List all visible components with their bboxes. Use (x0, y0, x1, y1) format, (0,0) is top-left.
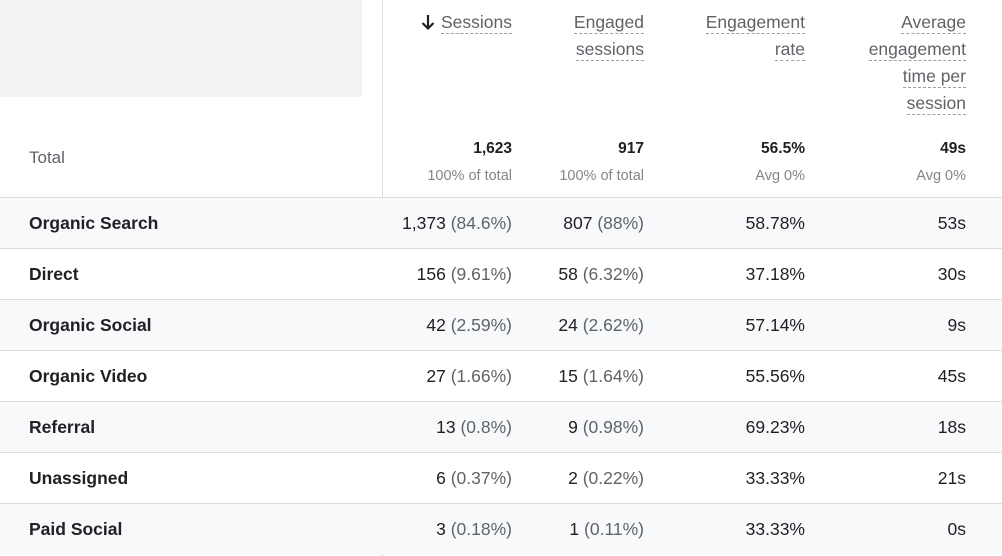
engagement-rate-header-line2[interactable]: rate (774, 39, 805, 61)
sessions-value: 13 (436, 417, 456, 437)
sessions-cell: 1,373 (84.6%) (402, 198, 512, 248)
channel-name: Organic Social (29, 315, 152, 335)
column-header-engagement-rate[interactable]: Engagement rate (705, 10, 805, 64)
sessions-value: 3 (436, 519, 446, 539)
engagement-rate-cell: 33.33% (745, 468, 805, 488)
engagement-rate-cell: 33.33% (745, 519, 805, 539)
engaged-sessions-header-line1[interactable]: Engaged (573, 12, 644, 34)
table-row[interactable]: Organic Video 27 (1.66%) 15 (1.64%) 55.5… (0, 350, 1002, 401)
engagement-rate-cell: 37.18% (745, 264, 805, 284)
table-row[interactable]: Organic Search 1,373 (84.6%) 807 (88%) 5… (0, 197, 1002, 248)
sessions-cell: 3 (0.18%) (436, 504, 512, 554)
engaged-value: 24 (558, 315, 578, 335)
channel-name: Direct (29, 264, 79, 284)
column-header-avg-engagement-time[interactable]: Average engagement time per session (868, 10, 966, 118)
sessions-percent: (2.59%) (450, 315, 512, 335)
total-engaged-sessions: 917 (618, 140, 644, 157)
engaged-percent: (88%) (597, 213, 644, 233)
engaged-value: 1 (569, 519, 580, 539)
avg-time-cell: 0s (947, 519, 966, 539)
avg-time-header-line2[interactable]: engagement (868, 39, 966, 61)
channel-name: Organic Search (29, 213, 159, 233)
engaged-value: 58 (558, 264, 578, 284)
engagement-rate-cell: 57.14% (745, 315, 805, 335)
sessions-value: 6 (436, 468, 446, 488)
channel-name: Referral (29, 417, 96, 437)
table-row[interactable]: Unassigned 6 (0.37%) 2 (0.22%) 33.33% 21… (0, 452, 1002, 503)
table-row[interactable]: Organic Social 42 (2.59%) 24 (2.62%) 57.… (0, 299, 1002, 350)
avg-time-cell: 18s (937, 417, 966, 437)
engaged-percent: (0.11%) (584, 519, 644, 539)
channel-name: Organic Video (29, 366, 148, 386)
table-row[interactable]: Paid Social 3 (0.18%) 1 (0.11%) 33.33% 0… (0, 503, 1002, 554)
avg-time-cell: 21s (937, 468, 966, 488)
sessions-value: 42 (426, 315, 446, 335)
sessions-value: 27 (426, 366, 446, 386)
engagement-rate-cell: 55.56% (745, 366, 805, 386)
total-engagement-rate: 56.5% (761, 140, 805, 157)
engaged-percent: (1.64%) (582, 366, 644, 386)
sessions-header-label[interactable]: Sessions (440, 12, 512, 34)
sessions-cell: 156 (9.61%) (417, 249, 512, 299)
engaged-sessions-header-line2[interactable]: sessions (575, 39, 644, 61)
engaged-percent: (2.62%) (582, 315, 644, 335)
sessions-cell: 42 (2.59%) (426, 300, 512, 350)
avg-time-header-line1[interactable]: Average (901, 12, 966, 34)
engaged-sessions-cell: 58 (6.32%) (558, 249, 644, 299)
table-row[interactable]: Referral 13 (0.8%) 9 (0.98%) 69.23% 18s (0, 401, 1002, 452)
avg-time-cell: 9s (947, 315, 966, 335)
engagement-rate-cell: 69.23% (745, 417, 805, 437)
total-avg-time-sub: Avg 0% (916, 168, 966, 184)
engaged-sessions-cell: 1 (0.11%) (569, 504, 644, 554)
engaged-sessions-cell: 807 (88%) (563, 198, 644, 248)
avg-time-cell: 30s (937, 264, 966, 284)
sessions-cell: 13 (0.8%) (436, 402, 512, 452)
avg-time-header-line4[interactable]: session (906, 93, 966, 115)
engagement-rate-header-line1[interactable]: Engagement (705, 12, 805, 34)
sessions-percent: (0.8%) (460, 417, 512, 437)
sessions-percent: (9.61%) (450, 264, 512, 284)
sessions-value: 1,373 (402, 213, 446, 233)
sessions-cell: 6 (0.37%) (436, 453, 512, 503)
engaged-value: 15 (558, 366, 578, 386)
sessions-percent: (84.6%) (450, 213, 512, 233)
search-input[interactable] (0, 0, 362, 97)
avg-time-cell: 53s (937, 213, 966, 233)
total-engagement-rate-sub: Avg 0% (755, 168, 805, 184)
sessions-value: 156 (416, 264, 446, 284)
engaged-sessions-cell: 24 (2.62%) (558, 300, 644, 350)
engaged-sessions-cell: 9 (0.98%) (568, 402, 644, 452)
arrow-down-icon[interactable] (421, 13, 435, 38)
avg-time-cell: 45s (937, 366, 966, 386)
total-label: Total (29, 148, 65, 167)
engaged-value: 807 (563, 213, 593, 233)
engaged-percent: (0.22%) (582, 468, 644, 488)
channel-name: Unassigned (29, 468, 129, 488)
engaged-sessions-cell: 2 (0.22%) (568, 453, 644, 503)
engaged-value: 2 (568, 468, 578, 488)
total-avg-time: 49s (940, 140, 966, 157)
total-engaged-sessions-sub: 100% of total (559, 168, 644, 184)
total-sessions-sub: 100% of total (427, 168, 512, 184)
channel-name: Paid Social (29, 519, 123, 539)
sessions-percent: (1.66%) (450, 366, 512, 386)
total-sessions: 1,623 (473, 140, 512, 157)
engaged-percent: (0.98%) (582, 417, 644, 437)
sessions-percent: (0.37%) (450, 468, 512, 488)
engagement-rate-cell: 58.78% (745, 213, 805, 233)
avg-time-header-line3[interactable]: time per (902, 66, 966, 88)
engaged-sessions-cell: 15 (1.64%) (558, 351, 644, 401)
table-row[interactable]: Direct 156 (9.61%) 58 (6.32%) 37.18% 30s (0, 248, 1002, 299)
column-header-sessions[interactable]: Sessions (421, 10, 512, 38)
sessions-percent: (0.18%) (450, 519, 512, 539)
sessions-cell: 27 (1.66%) (426, 351, 512, 401)
table-body: Organic Search 1,373 (84.6%) 807 (88%) 5… (0, 197, 1002, 554)
engaged-percent: (6.32%) (582, 264, 644, 284)
engaged-value: 9 (568, 417, 578, 437)
column-header-engaged-sessions[interactable]: Engaged sessions (573, 10, 644, 64)
